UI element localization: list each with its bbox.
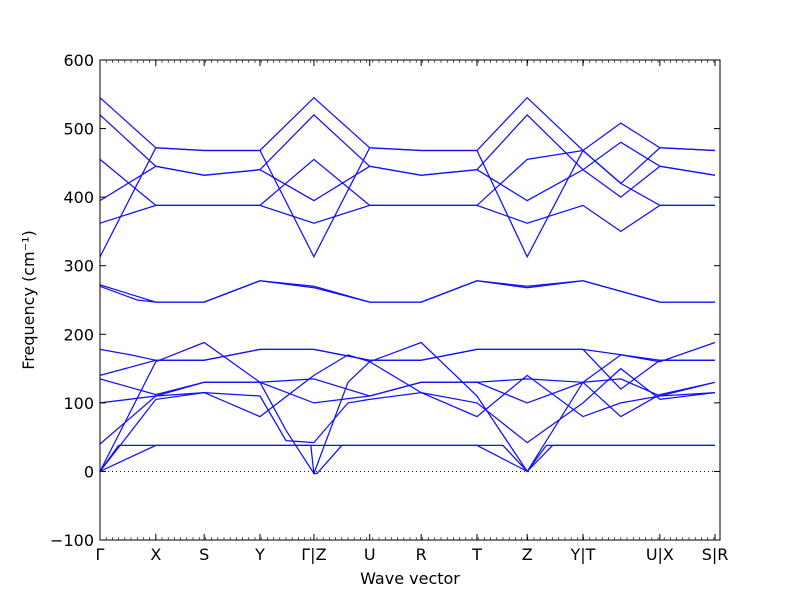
plot-frame bbox=[99, 59, 721, 541]
y-tick-label: 500 bbox=[63, 120, 94, 139]
y-axis: −100 0 100 200 300 400 500 600 bbox=[50, 51, 720, 550]
x-tick-label: Γ bbox=[96, 545, 105, 564]
x-axis: Γ X S Y Γ|Z U R T Z Y|T U|X S|R bbox=[96, 60, 729, 564]
x-tick-label: T bbox=[471, 545, 482, 564]
x-tick-label: S bbox=[199, 545, 209, 564]
y-tick-label: 0 bbox=[84, 462, 94, 481]
band-line-b2 bbox=[99, 444, 715, 473]
x-tick-label: Γ|Z bbox=[301, 545, 326, 564]
x-tick-label: R bbox=[416, 545, 427, 564]
band-line-b16 bbox=[99, 204, 715, 233]
y-tick-label: 600 bbox=[63, 51, 94, 70]
x-tick-label: S|R bbox=[702, 545, 729, 564]
x-tick-label: Z bbox=[522, 545, 533, 564]
x-tick-label: U bbox=[364, 545, 376, 564]
band-line-b9 bbox=[99, 378, 716, 418]
band-line-b11 bbox=[99, 280, 715, 303]
band-line-b17 bbox=[99, 147, 716, 259]
y-tick-label: 100 bbox=[63, 394, 94, 413]
band-line-b12 bbox=[99, 96, 716, 152]
y-tick-label: −100 bbox=[50, 531, 94, 550]
band-line-b14 bbox=[99, 149, 715, 207]
x-tick-label: Y|T bbox=[570, 545, 596, 564]
band-line-b8 bbox=[99, 348, 715, 361]
plot-area bbox=[99, 96, 720, 475]
x-axis-label: Wave vector bbox=[360, 569, 460, 588]
band-line-b6 bbox=[99, 378, 716, 404]
y-tick-label: 300 bbox=[63, 257, 94, 276]
y-tick-label: 400 bbox=[63, 188, 94, 207]
band-line-b5 bbox=[99, 354, 716, 445]
x-tick-label: Y bbox=[254, 545, 265, 564]
x-tick-label: X bbox=[150, 545, 161, 564]
band-line-b1 bbox=[99, 444, 715, 475]
y-axis-label: Frequency (cm⁻¹) bbox=[19, 230, 38, 369]
y-tick-label: 200 bbox=[63, 325, 94, 344]
x-tick-label: U|X bbox=[646, 545, 674, 564]
band-line-b3 bbox=[99, 341, 716, 475]
band-line-b15 bbox=[99, 165, 716, 202]
